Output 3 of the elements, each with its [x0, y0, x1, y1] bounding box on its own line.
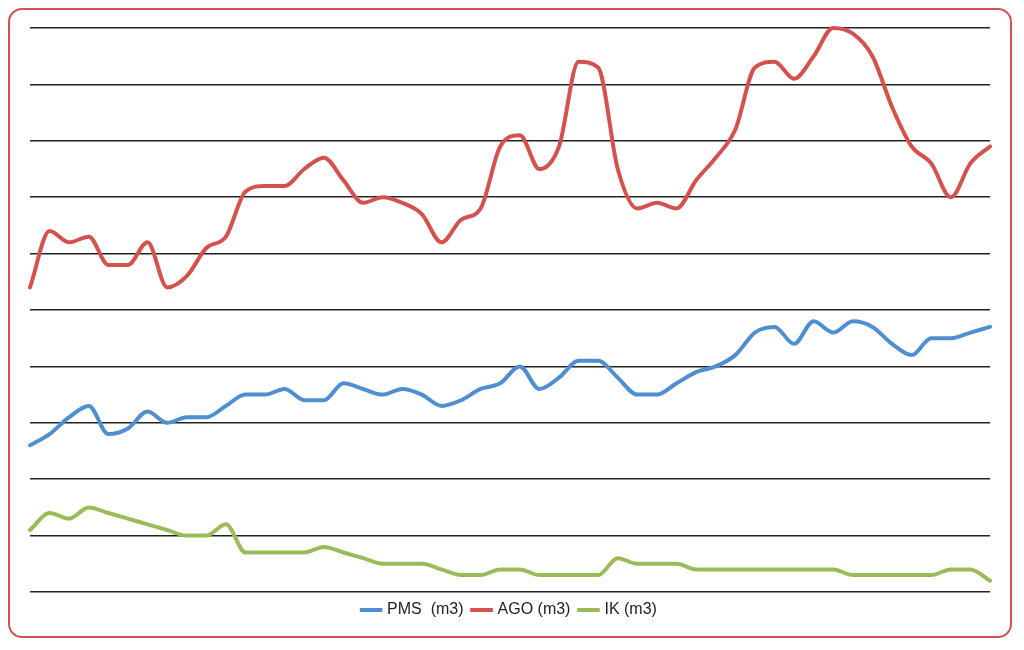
legend-label: PMS (m3) [387, 600, 464, 618]
legend-label: IK (m3) [604, 600, 657, 618]
legend-label: AGO (m3) [497, 600, 571, 618]
